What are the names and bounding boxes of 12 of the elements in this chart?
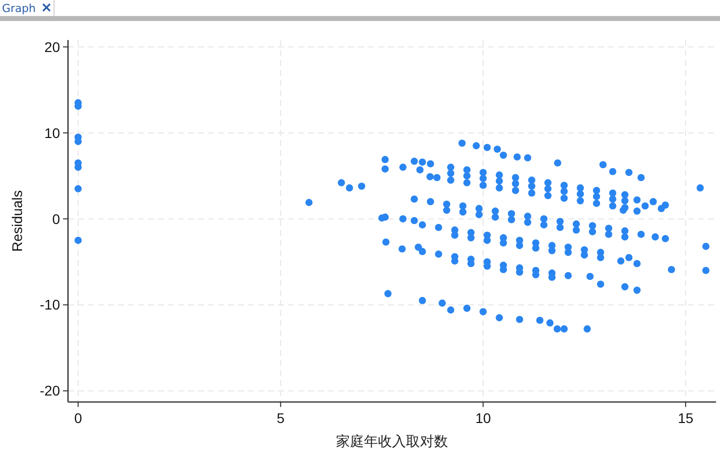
y-tick-label: 0 [52, 210, 60, 227]
x-tick-label: 5 [276, 410, 285, 426]
x-tick-label: 10 [475, 410, 492, 426]
y-tick-label: -20 [40, 382, 60, 399]
x-tick-label: 15 [678, 410, 694, 426]
x-axis-title: 家庭年收入取对数 [336, 434, 448, 450]
text: Graph [2, 2, 36, 15]
x-tick-label: 0 [74, 410, 82, 426]
y-tick-label: 10 [44, 124, 60, 141]
y-tick-label: 20 [44, 38, 60, 55]
y-axis-title: Residuals [9, 190, 25, 252]
y-tick-label: -10 [40, 296, 60, 313]
